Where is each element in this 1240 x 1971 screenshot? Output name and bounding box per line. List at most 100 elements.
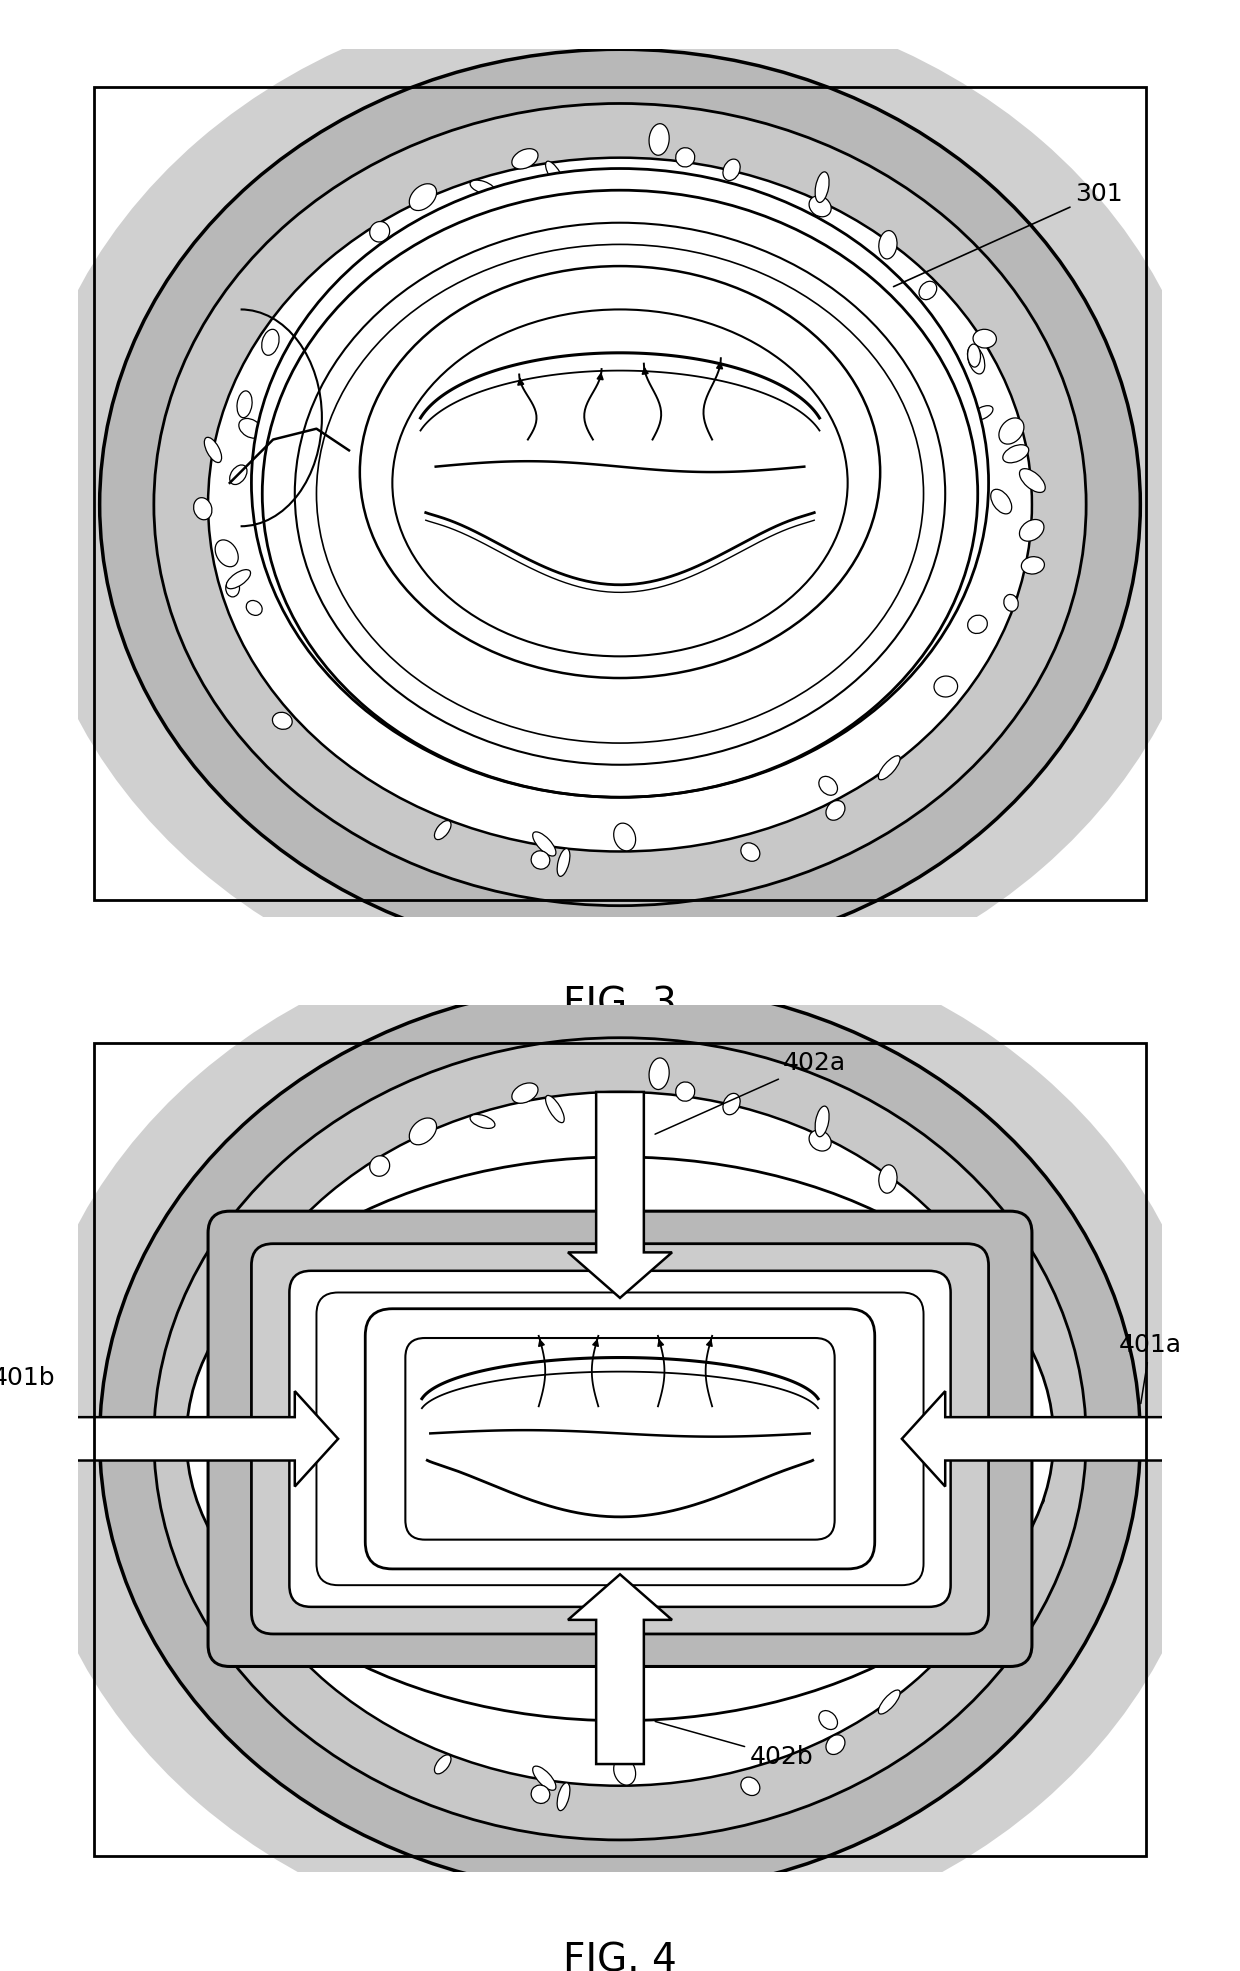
Ellipse shape xyxy=(815,1106,830,1137)
Ellipse shape xyxy=(614,824,636,851)
Ellipse shape xyxy=(247,601,262,615)
Ellipse shape xyxy=(229,1399,247,1419)
FancyBboxPatch shape xyxy=(208,1210,1032,1667)
Ellipse shape xyxy=(972,406,993,420)
Ellipse shape xyxy=(808,1129,831,1151)
Ellipse shape xyxy=(154,1037,1086,1841)
Ellipse shape xyxy=(973,329,997,349)
Polygon shape xyxy=(568,1575,672,1764)
Ellipse shape xyxy=(237,1325,252,1352)
Ellipse shape xyxy=(826,1734,844,1754)
Ellipse shape xyxy=(999,1352,1024,1378)
Ellipse shape xyxy=(826,800,844,820)
Ellipse shape xyxy=(193,1431,212,1455)
Ellipse shape xyxy=(370,221,389,242)
Ellipse shape xyxy=(533,832,556,855)
Ellipse shape xyxy=(239,1352,262,1372)
FancyBboxPatch shape xyxy=(252,1244,988,1634)
Ellipse shape xyxy=(723,160,740,181)
Ellipse shape xyxy=(239,418,262,438)
Ellipse shape xyxy=(237,390,252,418)
Ellipse shape xyxy=(967,1549,987,1567)
Ellipse shape xyxy=(470,1114,495,1129)
Ellipse shape xyxy=(216,1474,238,1502)
Text: 402a: 402a xyxy=(655,1051,846,1133)
FancyBboxPatch shape xyxy=(316,1293,924,1585)
Ellipse shape xyxy=(186,1157,1054,1721)
Ellipse shape xyxy=(879,231,897,258)
Ellipse shape xyxy=(273,712,293,729)
Ellipse shape xyxy=(193,497,212,520)
Ellipse shape xyxy=(99,984,1141,1894)
Ellipse shape xyxy=(434,1754,451,1774)
Ellipse shape xyxy=(205,1372,222,1397)
Ellipse shape xyxy=(1019,1455,1044,1476)
FancyBboxPatch shape xyxy=(405,1338,835,1539)
Ellipse shape xyxy=(818,777,837,794)
Ellipse shape xyxy=(470,179,495,195)
Ellipse shape xyxy=(878,1689,900,1715)
Ellipse shape xyxy=(676,1082,694,1102)
Ellipse shape xyxy=(557,1782,570,1811)
Ellipse shape xyxy=(1004,595,1018,611)
Ellipse shape xyxy=(205,438,222,463)
Ellipse shape xyxy=(24,0,1216,1019)
Ellipse shape xyxy=(934,1610,957,1632)
Ellipse shape xyxy=(967,615,987,633)
Text: FIG. 4: FIG. 4 xyxy=(563,1941,677,1971)
FancyBboxPatch shape xyxy=(366,1309,874,1569)
Text: 401a: 401a xyxy=(1118,1332,1182,1403)
Polygon shape xyxy=(901,1392,1184,1486)
Ellipse shape xyxy=(262,329,279,355)
Ellipse shape xyxy=(723,1094,740,1116)
Ellipse shape xyxy=(531,1786,549,1803)
Ellipse shape xyxy=(1019,520,1044,542)
Ellipse shape xyxy=(1004,1529,1018,1545)
Ellipse shape xyxy=(676,148,694,168)
Ellipse shape xyxy=(919,282,936,300)
Ellipse shape xyxy=(972,1340,993,1354)
Ellipse shape xyxy=(512,1082,538,1104)
Ellipse shape xyxy=(1003,1380,1029,1397)
Ellipse shape xyxy=(434,820,451,840)
Ellipse shape xyxy=(360,266,880,678)
Ellipse shape xyxy=(1003,445,1029,463)
Ellipse shape xyxy=(226,1514,239,1531)
Ellipse shape xyxy=(919,1216,936,1234)
Ellipse shape xyxy=(934,676,957,698)
Ellipse shape xyxy=(546,1096,564,1123)
Ellipse shape xyxy=(967,1279,981,1301)
FancyBboxPatch shape xyxy=(289,1271,951,1606)
Polygon shape xyxy=(568,1092,672,1297)
Ellipse shape xyxy=(808,195,831,217)
Ellipse shape xyxy=(557,848,570,877)
Ellipse shape xyxy=(409,183,436,211)
Ellipse shape xyxy=(533,1766,556,1790)
Ellipse shape xyxy=(991,1423,1012,1449)
Ellipse shape xyxy=(999,418,1024,443)
Ellipse shape xyxy=(740,1778,760,1796)
Ellipse shape xyxy=(649,1058,670,1090)
Ellipse shape xyxy=(370,1155,389,1177)
Polygon shape xyxy=(56,1392,339,1486)
Ellipse shape xyxy=(967,1279,985,1309)
Ellipse shape xyxy=(247,1535,262,1549)
Ellipse shape xyxy=(531,851,549,869)
Ellipse shape xyxy=(546,162,564,189)
Ellipse shape xyxy=(1022,1490,1044,1508)
Ellipse shape xyxy=(154,102,1086,907)
Ellipse shape xyxy=(216,540,238,568)
Ellipse shape xyxy=(740,844,760,861)
Text: 402b: 402b xyxy=(655,1721,813,1770)
Ellipse shape xyxy=(973,1263,997,1283)
Text: 401b: 401b xyxy=(0,1366,55,1390)
Ellipse shape xyxy=(818,1711,837,1729)
Ellipse shape xyxy=(262,1263,279,1289)
Ellipse shape xyxy=(226,570,250,589)
Ellipse shape xyxy=(967,345,981,367)
Ellipse shape xyxy=(273,1646,293,1664)
Ellipse shape xyxy=(991,489,1012,514)
Ellipse shape xyxy=(1019,469,1045,493)
Ellipse shape xyxy=(226,1504,250,1524)
Ellipse shape xyxy=(226,579,239,597)
